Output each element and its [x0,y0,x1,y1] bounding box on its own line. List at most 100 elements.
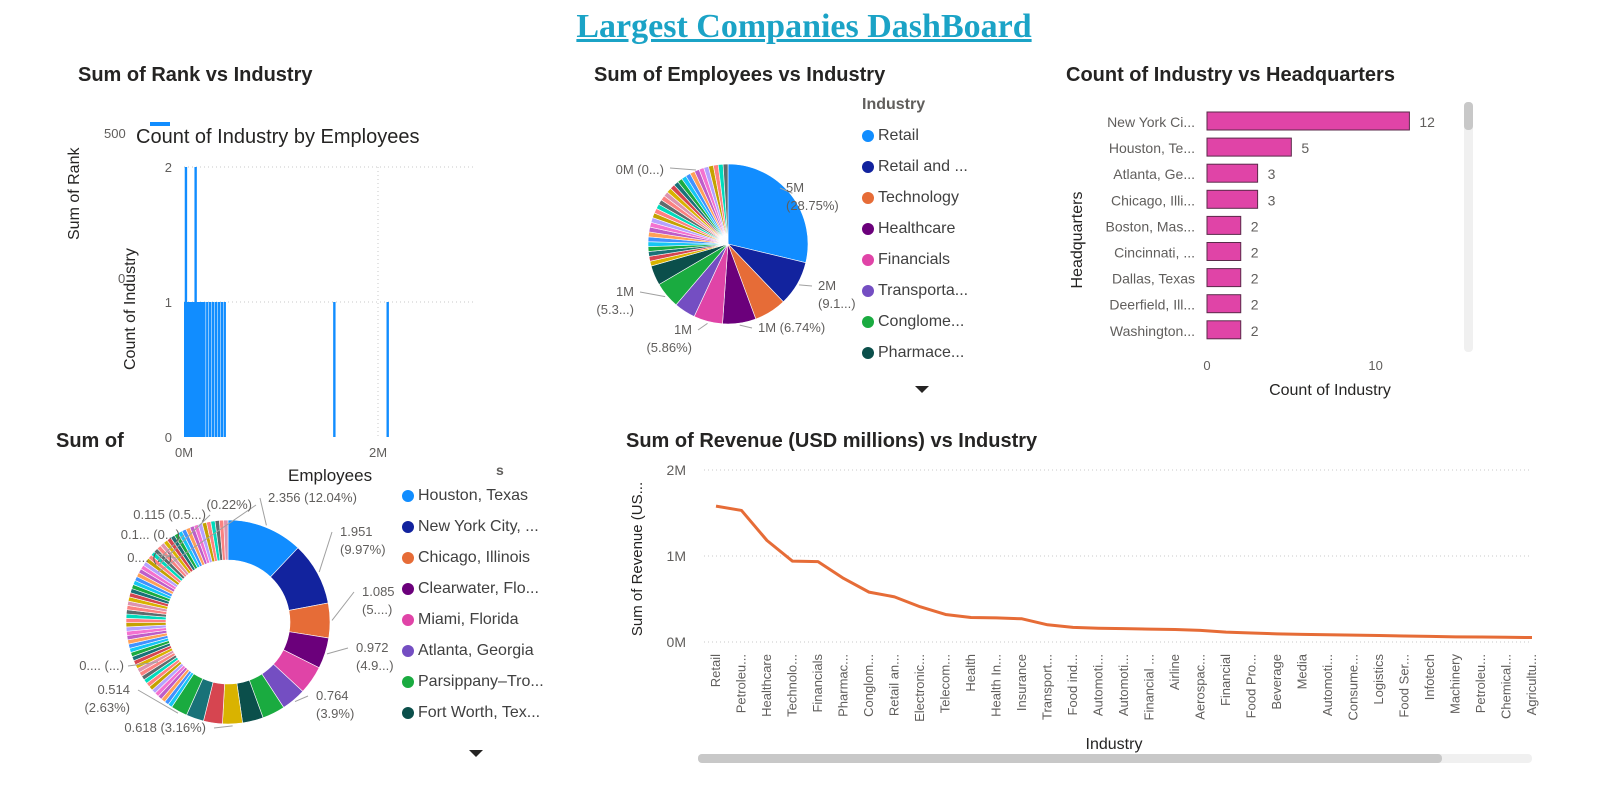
label-leader [157,553,177,559]
x-tick-label: Telecom... [938,654,953,713]
legend-item[interactable]: Pharmace... [862,337,968,368]
slice-pct-label: (9.1...) [818,296,856,311]
category-label: Deerfield, Ill... [1109,297,1195,313]
slice-label: (0.22%) [206,497,252,512]
pie-chart-title: Sum of Employees vs Industry [594,64,886,86]
legend-item[interactable]: Houston, Texas [402,480,544,511]
x-tick-label: Retail an... [887,654,902,716]
slice-pct-label: (28.75%) [786,198,839,213]
legend-item[interactable]: Atlanta, Georgia [402,635,544,666]
x-tick-label: Agricultu... [1524,654,1539,715]
slice-label: 1.085 [362,584,395,599]
y-tick-label: 1 [165,295,172,310]
bar-mark [206,302,209,437]
x-axis-label: Industry [1086,736,1143,753]
data-label: 2 [1251,271,1259,287]
pie-slice [727,163,809,264]
data-label: 2 [1251,297,1259,313]
legend-item[interactable]: Financials [862,244,968,275]
x-tick-label: Consume... [1346,654,1361,720]
x-tick-label: Retail [708,654,723,687]
slice-label: 0.764 [316,688,349,703]
legend-label: Atlanta, Georgia [418,641,534,659]
bar-mark [217,302,221,437]
x-tick-label: Infotech [1422,654,1437,700]
x-tick-label: Media [1295,653,1310,689]
label-leader [137,689,179,714]
revenue-scrollbar-thumb[interactable] [698,754,1442,763]
legend-item[interactable]: Miami, Florida [402,604,544,635]
bar-mark [1206,137,1292,157]
x-tick-label: Food Ser... [1397,654,1412,718]
category-label: Cincinnati, ... [1114,245,1195,261]
legend-label: Retail and ... [878,157,968,175]
x-tick-label: Pharmac... [836,654,851,717]
donut-legend: Houston, Texas New York City, ... Chicago,… [402,480,544,728]
bar-mark [1206,268,1242,288]
x-tick-label: Financials [810,654,825,713]
bar-mark [1206,163,1259,183]
legend-item[interactable]: New York City, ... [402,511,544,542]
legend-dot-icon [862,191,874,204]
y-tick-label: 2M [667,462,686,478]
label-leader [294,695,309,703]
slice-label: 5M [786,180,804,195]
bar-mark [223,302,226,437]
legend-item[interactable]: Conglome... [862,306,968,337]
data-label: 3 [1268,192,1276,208]
x-tick-label: Conglom... [861,654,876,717]
rank-legend-marker [150,122,170,126]
legend-dot-icon [402,613,414,626]
x-tick-label: Automoti... [1091,654,1106,716]
bar-mark [333,302,336,437]
legend-dot-icon [862,346,874,359]
x-tick-label: Health [963,654,978,692]
label-leader [697,322,708,331]
slice-pct-label: (3.9%) [316,706,354,721]
legend-item[interactable]: Clearwater, Flo... [402,573,544,604]
legend-item[interactable]: Healthcare [862,213,968,244]
x-tick-label: Food Pro... [1244,654,1259,718]
revenue-line-chart-title: Sum of Revenue (USD millions) vs Industr… [626,430,1038,452]
legend-item[interactable]: Transporta... [862,275,968,306]
slice-pct-label: (2.63%) [84,700,130,715]
donut-legend-more-icon[interactable] [469,750,483,757]
data-label: 2 [1251,323,1259,339]
slice-label: 1M (6.74%) [758,320,825,335]
pie-slice [722,163,729,245]
legend-item[interactable]: Parsippany–Tro... [402,666,544,697]
legend-label: Clearwater, Flo... [418,579,539,597]
slice-label: 1M [674,322,692,337]
legend-item[interactable]: Fort Worth, Tex... [402,697,544,728]
legend-dot-icon [862,160,874,173]
x-tick-label: Logistics [1371,654,1386,705]
pie-legend-more-icon[interactable] [915,386,929,393]
employees-pie-chart: 5M (28.75%) 2M (9.1...) 1M (6.74%) 1M (5.86%) 1… [596,162,856,355]
category-label: Atlanta, Ge... [1113,166,1195,182]
legend-item[interactable]: Technology [862,182,968,213]
legend-item[interactable]: Retail [862,120,968,151]
hq-scrollbar-track[interactable] [1464,102,1473,352]
slice-label: 1M [616,284,634,299]
bar-mark [1206,320,1242,340]
label-leader [326,647,349,655]
x-tick-label: Airline [1167,654,1182,690]
legend-item[interactable]: Chicago, Illinois [402,542,544,573]
hq-scrollbar-thumb[interactable] [1464,102,1473,130]
x-tick-label: Electronic... [912,654,927,722]
legend-dot-icon [402,520,414,533]
legend-item[interactable]: Retail and ... [862,151,968,182]
slice-pct-label: (5....) [362,602,392,617]
data-label: 5 [1301,140,1309,156]
legend-dot-icon [862,253,874,266]
legend-label: Pharmace... [878,343,965,361]
slice-label: 0M (0...) [616,162,664,177]
bar-mark [208,302,212,437]
legend-dot-icon [402,675,414,688]
bar-mark [1206,189,1259,209]
legend-label: Transporta... [878,281,969,299]
bar-mark [1206,294,1242,314]
legend-label: Miami, Florida [418,610,519,628]
label-leader [157,534,185,561]
employees-count-x-label: Employees [288,466,373,485]
